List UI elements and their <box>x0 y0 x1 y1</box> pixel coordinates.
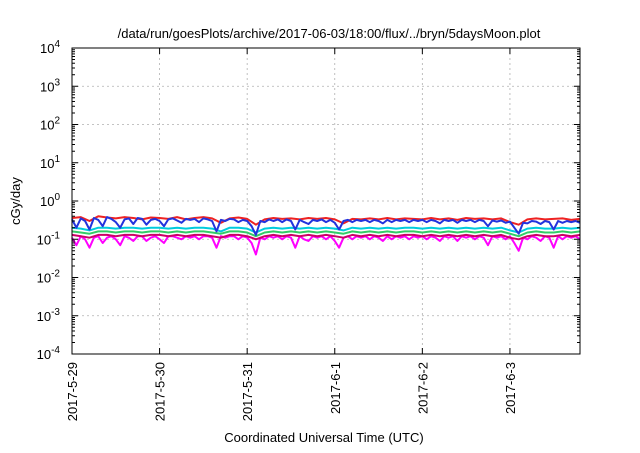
y-tick-label: 100 <box>40 192 60 209</box>
x-axis-label: Coordinated Universal Time (UTC) <box>224 430 423 445</box>
y-tick-labels: 10-4 10-3 10-2 10-1 100 101 102 103 104 <box>37 39 61 362</box>
series-line-1 <box>71 235 581 256</box>
tick-marks <box>71 47 580 355</box>
y-tick-label: 10-1 <box>37 230 61 247</box>
y-tick-label: 104 <box>40 39 60 56</box>
x-tick-label: 2017-6-2 <box>415 362 430 414</box>
series-line-6 <box>71 216 581 236</box>
y-tick-label: 10-2 <box>37 269 61 286</box>
series-line-2 <box>71 233 581 241</box>
x-tick-label: 2017-5-30 <box>153 362 168 421</box>
chart-title: /data/run/goesPlots/archive/2017-06-03/1… <box>118 26 541 41</box>
grid-lines <box>72 48 580 354</box>
y-tick-label: 10-4 <box>37 345 61 362</box>
series-line-3 <box>71 230 581 238</box>
y-tick-label: 102 <box>40 116 60 133</box>
x-tick-label: 2017-6-1 <box>328 362 343 414</box>
x-tick-label: 2017-5-29 <box>65 362 80 421</box>
x-tick-label: 2017-5-31 <box>240 362 255 421</box>
series-line-4 <box>71 226 581 234</box>
x-tick-labels: 2017-5-29 2017-5-30 2017-5-31 2017-6-1 2017-… <box>65 362 518 421</box>
y-tick-label: 103 <box>40 77 60 94</box>
series-layer <box>71 215 581 256</box>
plot-area <box>72 48 580 354</box>
y-axis-label: cGy/day <box>8 177 23 225</box>
series-line-5 <box>71 215 581 226</box>
y-tick-label: 10-3 <box>37 307 61 324</box>
y-tick-label: 101 <box>40 154 60 171</box>
x-tick-label: 2017-6-3 <box>503 362 518 414</box>
